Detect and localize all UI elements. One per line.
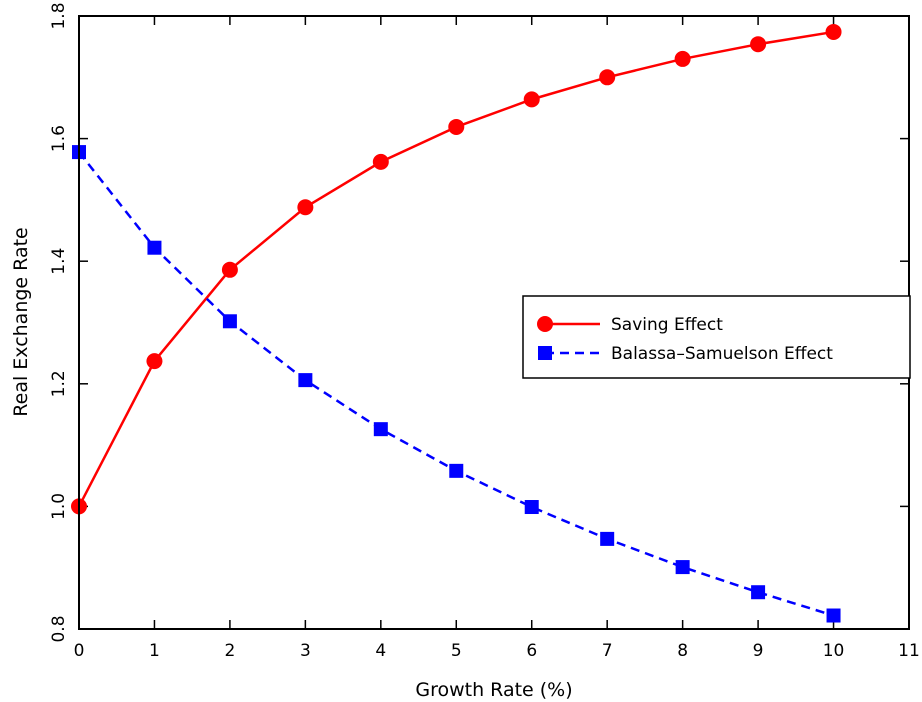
x-tick-label: 11 bbox=[898, 641, 920, 661]
y-tick-label: 1.0 bbox=[49, 493, 69, 520]
series-1-point bbox=[600, 531, 615, 546]
series-0-point bbox=[674, 50, 691, 67]
y-tick-label: 1.6 bbox=[49, 125, 69, 152]
series-0-point bbox=[523, 91, 540, 108]
x-tick-label: 4 bbox=[375, 641, 386, 661]
series-line-1 bbox=[78, 151, 834, 617]
series-0-point bbox=[599, 69, 616, 86]
y-tick-label: 1.8 bbox=[49, 2, 69, 29]
x-tick-label: 1 bbox=[149, 641, 160, 661]
x-tick-label: 6 bbox=[526, 641, 537, 661]
legend: Saving Effect Balassa–Samuelson Effect bbox=[522, 295, 911, 379]
x-tick-label: 3 bbox=[300, 641, 311, 661]
y-axis-label: Real Exchange Rate bbox=[10, 227, 32, 416]
x-tick-label: 2 bbox=[224, 641, 235, 661]
series-1-point bbox=[449, 463, 464, 478]
legend-label-bs: Balassa–Samuelson Effect bbox=[611, 344, 833, 364]
x-tick-label: 10 bbox=[823, 641, 845, 661]
series-line-0 bbox=[77, 30, 834, 507]
series-0-point bbox=[146, 353, 163, 370]
series-1-point bbox=[826, 608, 841, 623]
series-1-point bbox=[147, 240, 162, 255]
legend-marker-bs bbox=[538, 346, 552, 360]
series-layer bbox=[71, 23, 842, 623]
series-0-point bbox=[825, 23, 842, 40]
legend-label-saving: Saving Effect bbox=[611, 315, 723, 335]
series-1-point bbox=[751, 585, 766, 600]
series-1-point bbox=[524, 500, 539, 515]
x-tick-label: 8 bbox=[677, 641, 688, 661]
series-0-point bbox=[372, 153, 389, 170]
series-1-point bbox=[373, 422, 388, 437]
x-axis-label: Growth Rate (%) bbox=[415, 679, 572, 701]
legend-marker-saving bbox=[537, 316, 553, 332]
legend-box bbox=[522, 295, 911, 379]
series-1-point bbox=[222, 314, 237, 329]
series-0-point bbox=[297, 199, 314, 216]
x-tick-label: 0 bbox=[74, 641, 85, 661]
series-1-point bbox=[298, 373, 313, 388]
series-0-point bbox=[448, 118, 465, 135]
series-1-point bbox=[675, 560, 690, 575]
y-tick-label: 1.4 bbox=[49, 248, 69, 275]
y-tick-label: 0.8 bbox=[49, 615, 69, 642]
series-0-point bbox=[221, 261, 238, 278]
series-0-point bbox=[750, 36, 767, 53]
x-tick-label: 7 bbox=[602, 641, 613, 661]
ticks-layer: 0 1 2 3 4 5 6 7 8 9 10 11 0.8 1.0 1.2 1.4 1.6 1.8 bbox=[49, 2, 920, 661]
x-tick-label: 5 bbox=[451, 641, 462, 661]
x-tick-label: 9 bbox=[753, 641, 764, 661]
y-tick-label: 1.2 bbox=[49, 370, 69, 397]
